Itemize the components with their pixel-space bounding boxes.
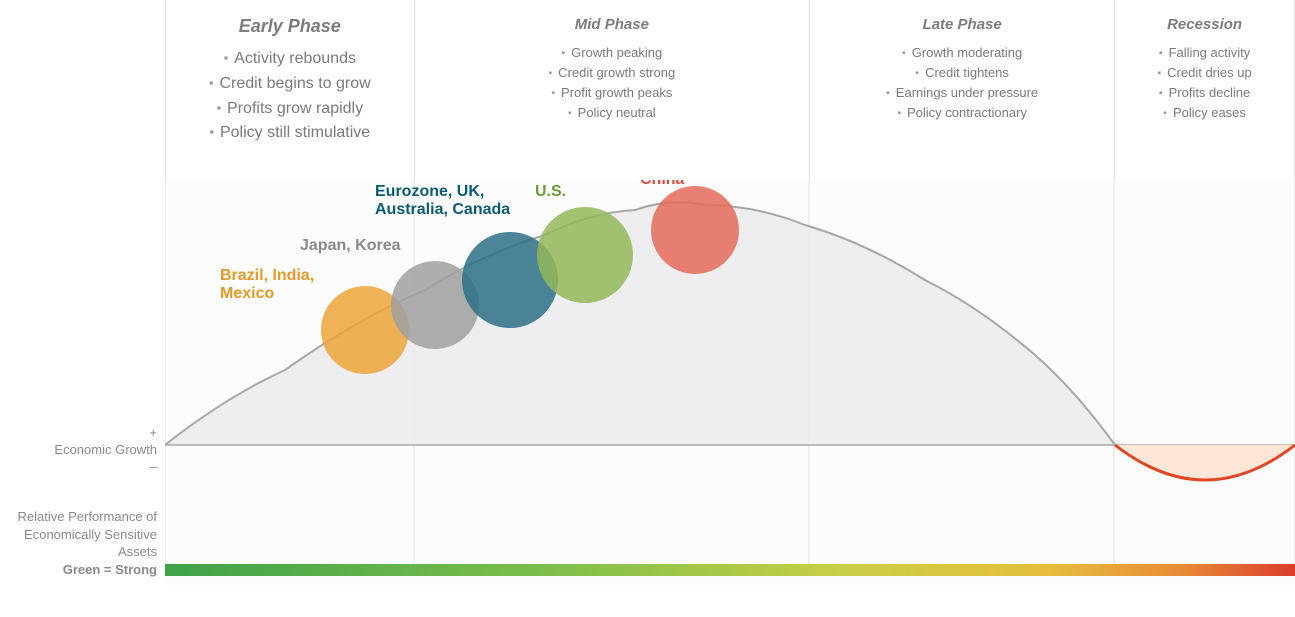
phase-late: Late Phase Growth moderatingCredit tighte… [809,0,1114,180]
bubble-label-eurozone-uk-australia-canada: Australia, Canada [375,201,510,218]
phase-bullet: Profit growth peaks [425,83,800,103]
phase-bullet: Credit growth strong [425,63,800,83]
bubble-label-china: China [640,180,685,188]
phase-bullet: Policy neutral [425,103,800,123]
phase-bullet: Growth peaking [425,43,800,63]
phase-bullet: Profits grow rapidly [176,97,404,122]
phase-bullet: Credit tightens [820,63,1104,83]
phase-bullet: Earnings under pressure [820,83,1104,103]
phase-bullet: Growth moderating [820,43,1104,63]
bubble-label-brazil-india-mexico: Brazil, India, [220,267,314,284]
bubble-us [537,207,633,303]
bubble-label-brazil-india-mexico: Mexico [220,285,274,302]
axis-title: Economic Growth [0,442,157,457]
phase-title-recession: Recession [1125,16,1284,33]
bubble-label-japan-korea: Japan, Korea [300,237,401,254]
spectrum-bar [165,564,1295,576]
phase-headers: Early Phase Activity reboundsCredit begin… [165,0,1295,180]
business-cycle-chart: { "layout": { "width_px": 1295, "height_… [0,0,1295,617]
phase-title-mid: Mid Phase [425,16,800,33]
bubble-china [651,186,739,274]
phase-bullet: Credit begins to grow [176,72,404,97]
performance-spectrum [165,564,1295,576]
phase-title-late: Late Phase [820,16,1104,33]
bubble-label-us: U.S. [535,183,566,200]
bubble-label-eurozone-uk-australia-canada: Eurozone, UK, [375,183,484,200]
phase-bullet: Policy eases [1125,103,1284,123]
phase-bullet: Policy contractionary [820,103,1104,123]
phase-bullet: Policy still stimulative [176,121,404,146]
cycle-chart-svg: Brazil, India,Mexico Japan, Korea Eurozone… [165,180,1295,585]
phase-bullet: Profits decline [1125,83,1284,103]
phase-bullet: Activity rebounds [176,47,404,72]
axis-plus: + [0,425,157,440]
axis-minus: – [0,459,157,474]
phase-recession: Recession Falling activityCredit dries up… [1114,0,1295,180]
phase-bullet: Credit dries up [1125,63,1284,83]
axis-relative-performance: Relative Performance of Economically Sen… [0,508,157,578]
phase-bullet: Falling activity [1125,43,1284,63]
phase-early: Early Phase Activity reboundsCredit begin… [165,0,414,180]
phase-title-early: Early Phase [176,16,404,37]
phase-mid: Mid Phase Growth peakingCredit growth str… [414,0,810,180]
